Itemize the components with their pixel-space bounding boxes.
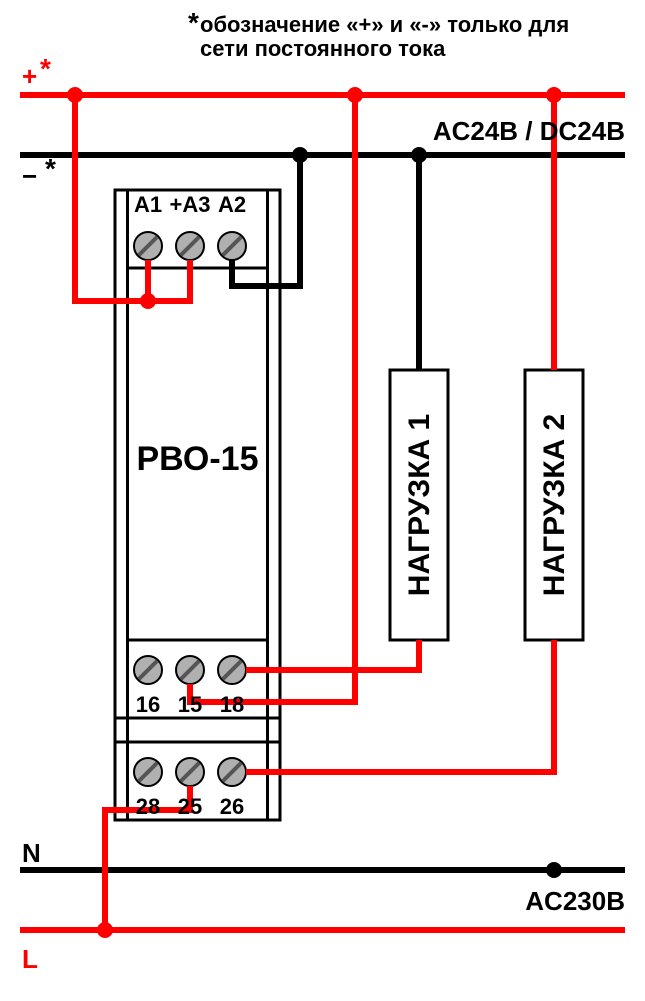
junc-plus [67,87,83,103]
term-top-A1: A1 [134,192,162,217]
rail-bottom-label: AC230В [525,886,625,916]
wire-load2-26 [246,640,554,772]
term-mid-16: 16 [136,692,160,717]
n-label: N [22,838,41,868]
note-line2: сети постоянного тока [200,36,446,61]
screw-top-1 [176,232,204,260]
screw-top-0 [134,232,162,260]
screw-mid-2 [218,656,246,684]
screw-bot-2 [218,758,246,786]
term-bot-25: 25 [178,794,202,819]
screw-top-2 [218,232,246,260]
minus-label: − [22,161,37,191]
load-1-label: НАГРУЗКА 1 [403,414,436,596]
device-label: РВО-15 [137,440,259,478]
junc-plus-load2 [546,87,562,103]
junc-minus-load1 [411,147,427,163]
load-2-label: НАГРУЗКА 2 [538,414,571,596]
junc-minus-a2 [292,147,308,163]
junc-L-25 [97,922,113,938]
term-mid-15: 15 [178,692,202,717]
asterisk-note: * [188,7,199,38]
term-mid-18: 18 [220,692,244,717]
screw-mid-0 [134,656,162,684]
junc-plus-15 [347,87,363,103]
screw-mid-1 [176,656,204,684]
plus-label: + [22,61,37,91]
junc-a1a3 [140,293,156,309]
rail-top-label: AC24В / DC24В [433,116,625,146]
junc-N [546,862,562,878]
term-top-+A3: +A3 [170,192,211,217]
note-line1: обозначение «+» и «-» только для [200,12,569,37]
screw-bot-1 [176,758,204,786]
term-bot-28: 28 [136,794,160,819]
plus-asterisk: * [40,53,51,84]
minus-asterisk: * [45,153,56,184]
l-label: L [22,944,38,974]
term-bot-26: 26 [220,794,244,819]
screw-bot-0 [134,758,162,786]
term-top-A2: A2 [218,192,246,217]
